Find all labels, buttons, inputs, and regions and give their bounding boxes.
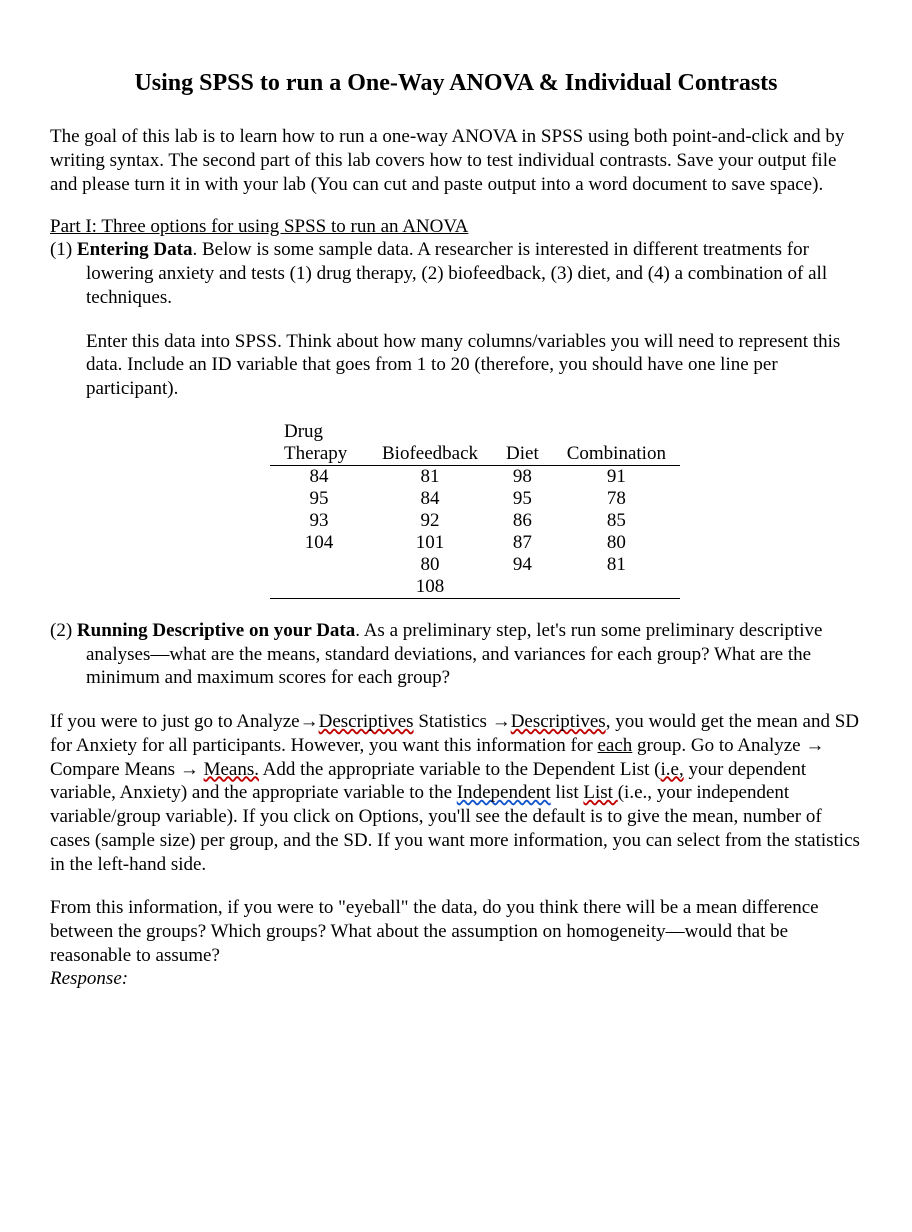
spellcheck-red: i.e, bbox=[660, 759, 683, 780]
item-1-marker: (1) bbox=[50, 239, 77, 260]
col-diet: Diet bbox=[492, 421, 553, 466]
page: Using SPSS to run a One-Way ANOVA & Indi… bbox=[0, 0, 912, 1040]
table-row: 104 101 87 80 bbox=[270, 532, 680, 554]
arrow-icon: → bbox=[492, 711, 511, 732]
spellcheck-red: List bbox=[583, 782, 617, 803]
table-row: 93 92 86 85 bbox=[270, 510, 680, 532]
arrow-icon: → bbox=[180, 759, 199, 780]
item-2-marker: (2) bbox=[50, 620, 77, 641]
arrow-icon: → bbox=[300, 711, 319, 732]
analyze-paragraph: If you were to just go to Analyze→Descri… bbox=[50, 710, 862, 876]
spellcheck-red: Means. bbox=[204, 759, 259, 780]
col-biofeedback: Biofeedback bbox=[368, 421, 492, 466]
page-title: Using SPSS to run a One-Way ANOVA & Indi… bbox=[50, 70, 862, 97]
data-table: Drug Therapy Biofeedback Diet Combinatio… bbox=[270, 421, 680, 599]
item-1-label: Entering Data bbox=[77, 239, 193, 260]
table-header-row: Drug Therapy Biofeedback Diet Combinatio… bbox=[270, 421, 680, 466]
eyeball-paragraph: From this information, if you were to "e… bbox=[50, 896, 862, 967]
item-1: (1) Entering Data. Below is some sample … bbox=[50, 238, 862, 309]
spellcheck-red: Descriptives bbox=[511, 711, 606, 732]
col-drug-therapy: Drug Therapy bbox=[270, 421, 368, 466]
part-1-heading: Part I: Three options for using SPSS to … bbox=[50, 216, 862, 238]
table-row: 80 94 81 bbox=[270, 554, 680, 576]
underline: each bbox=[597, 735, 632, 756]
col-combination: Combination bbox=[553, 421, 680, 466]
arrow-icon: → bbox=[805, 735, 824, 756]
item-2: (2) Running Descriptive on your Data. As… bbox=[50, 619, 862, 690]
intro-paragraph: The goal of this lab is to learn how to … bbox=[50, 125, 862, 196]
table-row: 84 81 98 91 bbox=[270, 465, 680, 488]
table-row: 108 bbox=[270, 576, 680, 599]
response-label: Response: bbox=[50, 968, 862, 990]
item-2-label: Running Descriptive on your Data bbox=[77, 620, 355, 641]
item-1-text: . Below is some sample data. A researche… bbox=[86, 239, 827, 308]
table-row: 95 84 95 78 bbox=[270, 488, 680, 510]
spellcheck-red: Descriptives bbox=[319, 711, 414, 732]
item-1-sub: Enter this data into SPSS. Think about h… bbox=[50, 330, 862, 401]
spellcheck-blue: Independent bbox=[457, 782, 551, 803]
